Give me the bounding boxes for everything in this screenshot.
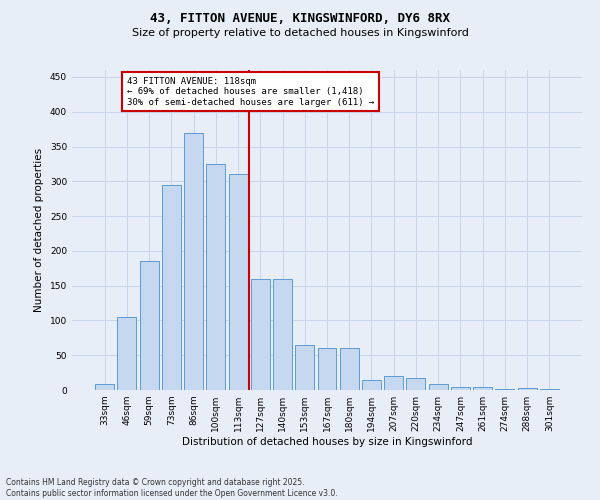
Bar <box>95 384 114 390</box>
Bar <box>317 348 337 390</box>
Bar <box>384 376 403 390</box>
Bar <box>451 386 470 390</box>
Bar <box>140 262 158 390</box>
Text: 43, FITTON AVENUE, KINGSWINFORD, DY6 8RX: 43, FITTON AVENUE, KINGSWINFORD, DY6 8RX <box>150 12 450 26</box>
Bar <box>229 174 248 390</box>
Bar <box>162 185 181 390</box>
Bar <box>340 348 359 390</box>
Text: Contains HM Land Registry data © Crown copyright and database right 2025.
Contai: Contains HM Land Registry data © Crown c… <box>6 478 338 498</box>
Bar <box>118 317 136 390</box>
X-axis label: Distribution of detached houses by size in Kingswinford: Distribution of detached houses by size … <box>182 437 472 447</box>
Bar <box>273 278 292 390</box>
Y-axis label: Number of detached properties: Number of detached properties <box>34 148 44 312</box>
Text: 43 FITTON AVENUE: 118sqm
← 69% of detached houses are smaller (1,418)
30% of sem: 43 FITTON AVENUE: 118sqm ← 69% of detach… <box>127 77 374 107</box>
Bar <box>473 386 492 390</box>
Bar <box>295 345 314 390</box>
Bar <box>206 164 225 390</box>
Bar <box>251 278 270 390</box>
Bar <box>406 378 425 390</box>
Text: Size of property relative to detached houses in Kingswinford: Size of property relative to detached ho… <box>131 28 469 38</box>
Bar <box>184 132 203 390</box>
Bar <box>362 380 381 390</box>
Bar <box>518 388 536 390</box>
Bar <box>429 384 448 390</box>
